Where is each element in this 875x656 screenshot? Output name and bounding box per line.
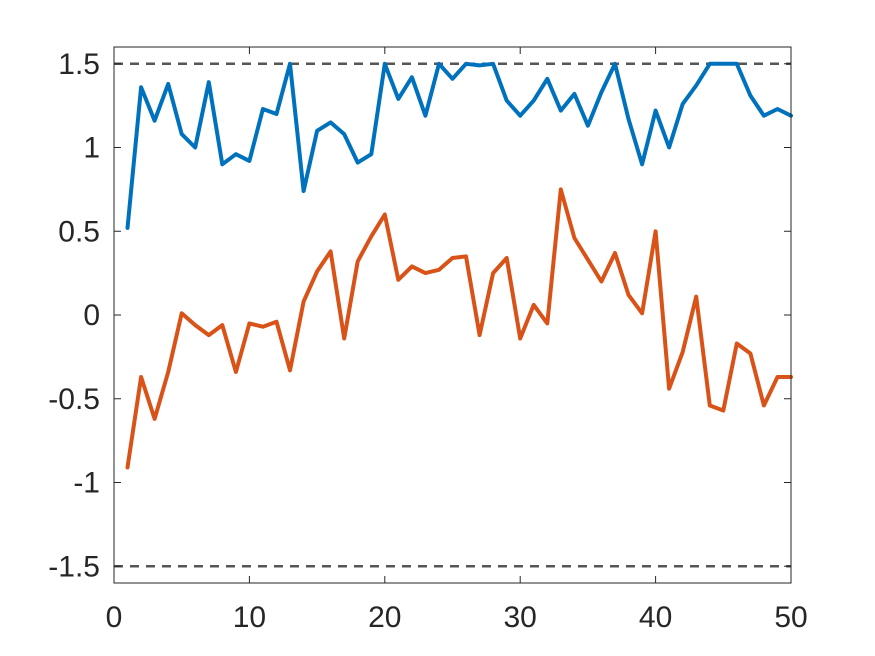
series-points-0 bbox=[127, 63, 792, 228]
y-tick-label: -0.5 bbox=[48, 383, 100, 416]
y-tick-label: 0.5 bbox=[58, 215, 100, 248]
series-points-1 bbox=[127, 189, 792, 468]
x-tick-label: 20 bbox=[368, 601, 401, 634]
x-tick-label: 40 bbox=[639, 601, 672, 634]
series-line-0 bbox=[125, 61, 793, 230]
y-tick-label: -1 bbox=[73, 467, 100, 500]
y-tick-label: 1 bbox=[83, 132, 100, 165]
x-tick-label: 50 bbox=[774, 601, 807, 634]
series-layer bbox=[125, 61, 793, 470]
x-tick-label: 10 bbox=[233, 601, 266, 634]
series-line-1 bbox=[125, 187, 793, 470]
y-tick-label: 0 bbox=[83, 299, 100, 332]
y-tick-label: -1.5 bbox=[48, 550, 100, 583]
x-tick-label: 0 bbox=[106, 601, 123, 634]
x-tick-label: 30 bbox=[504, 601, 537, 634]
y-tick-label: 1.5 bbox=[58, 48, 100, 81]
ticks bbox=[113, 47, 792, 583]
reference-lines bbox=[114, 62, 791, 568]
tick-labels: 0 10 20 30 40 50 1.5 1 0.5 0 -0.5 -1 -1.5 bbox=[48, 48, 807, 634]
